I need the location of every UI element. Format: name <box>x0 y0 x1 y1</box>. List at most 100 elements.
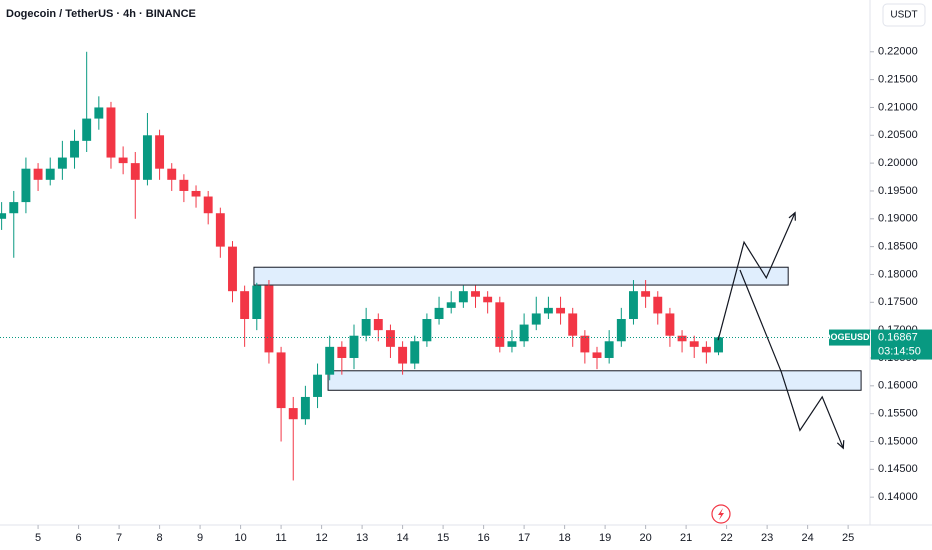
candle-body <box>82 118 92 141</box>
y-tick-label: 0.22000 <box>878 46 918 58</box>
x-tick-label: 12 <box>315 532 327 544</box>
x-tick-label: 25 <box>842 532 854 544</box>
arrow-head <box>788 211 796 221</box>
candle-body <box>142 135 152 180</box>
candle-body <box>653 296 663 314</box>
x-tick-label: 24 <box>802 532 814 544</box>
zone <box>253 266 789 286</box>
x-tick-label: 11 <box>275 532 286 544</box>
x-tick-label: 7 <box>116 532 122 544</box>
symbol-label: DOGEUSDT <box>824 332 876 342</box>
candle-body <box>94 107 104 119</box>
candle-body <box>337 346 347 358</box>
candle-body <box>543 307 553 314</box>
candle-body <box>604 341 614 358</box>
candle-body <box>228 246 237 292</box>
candle-body <box>373 319 383 331</box>
candle-body <box>45 168 55 180</box>
y-tick-label: 0.20000 <box>878 157 918 169</box>
candle-body <box>9 202 19 214</box>
candle-body <box>580 335 590 353</box>
countdown: 03:14:50 <box>878 345 921 357</box>
candle-body <box>556 307 566 314</box>
candle-body <box>446 302 456 308</box>
candle-body <box>665 313 675 336</box>
x-tick-label: 9 <box>197 532 203 544</box>
candle-body <box>57 157 67 169</box>
x-tick-label: 15 <box>437 532 449 544</box>
candle-body <box>471 291 480 297</box>
x-tick-label: 16 <box>477 532 489 544</box>
candle-body <box>398 346 408 364</box>
x-tick-label: 14 <box>396 532 408 544</box>
candle-body <box>677 335 687 342</box>
y-tick-label: 0.19500 <box>878 185 918 197</box>
y-tick-label: 0.18000 <box>878 268 918 280</box>
candle-body <box>641 291 651 297</box>
projection <box>717 212 796 341</box>
x-tick-label: 19 <box>599 532 611 544</box>
x-tick-label: 22 <box>720 532 732 544</box>
zone <box>327 370 862 391</box>
y-tick-label: 0.16000 <box>878 380 918 392</box>
candle-body <box>252 285 262 320</box>
candle-body <box>410 341 420 364</box>
candle-body <box>689 341 699 347</box>
candle-body <box>592 352 602 358</box>
y-tick-label: 0.18500 <box>878 241 918 253</box>
candle-body <box>240 291 250 320</box>
x-tick-label: 18 <box>558 532 570 544</box>
candle-body <box>714 337 723 353</box>
candle-body <box>106 107 116 158</box>
x-tick-label: 21 <box>680 532 692 544</box>
candle-body <box>118 157 128 164</box>
candle-body <box>215 213 225 247</box>
x-tick-label: 10 <box>234 532 246 544</box>
candle-body <box>70 140 79 158</box>
candle-body <box>519 324 529 342</box>
candle-body <box>179 179 189 191</box>
candle-body <box>325 346 335 375</box>
candle-body <box>361 319 371 336</box>
candle-body <box>33 168 43 180</box>
y-tick-label: 0.15500 <box>878 408 918 420</box>
candle-body <box>349 335 359 358</box>
y-tick-label: 0.20500 <box>878 129 918 141</box>
y-tick-label: 0.19000 <box>878 213 918 225</box>
candle-body <box>507 341 517 347</box>
candle-body <box>264 285 274 353</box>
y-tick-label: 0.21000 <box>878 101 918 113</box>
candle-body <box>300 396 310 420</box>
symbol-tag <box>829 329 870 346</box>
y-tick-label: 0.21500 <box>878 74 918 86</box>
candle-body <box>422 319 432 342</box>
currency-button[interactable] <box>882 3 926 27</box>
y-tick-label: 0.14000 <box>878 491 918 503</box>
x-tick-label: 17 <box>518 532 530 544</box>
y-tick-label: 0.14500 <box>878 463 918 475</box>
candle-body <box>191 190 201 197</box>
chart-title: Dogecoin / TetherUS · 4h · BINANCE <box>6 8 196 20</box>
candle-body <box>203 196 213 214</box>
candle-body <box>701 346 711 353</box>
x-tick-label: 20 <box>639 532 651 544</box>
price-tag <box>871 329 932 360</box>
candle-body <box>616 319 626 342</box>
candle-body <box>276 352 286 409</box>
x-tick-label: 23 <box>761 532 773 544</box>
y-tick-label: 0.17500 <box>878 296 918 308</box>
last-price-label: 0.16867 <box>878 331 918 343</box>
candle-body <box>167 168 177 180</box>
replay-icon[interactable] <box>711 504 731 524</box>
x-tick-label: 8 <box>157 532 163 544</box>
x-tick-label: 5 <box>35 532 41 544</box>
candle-body <box>313 374 322 397</box>
candle-body <box>629 291 638 320</box>
x-tick-label: 6 <box>76 532 82 544</box>
y-tick-label: 0.15000 <box>878 435 918 447</box>
projection <box>739 269 844 449</box>
currency-label[interactable]: USDT <box>890 10 917 21</box>
candle-body <box>0 213 7 219</box>
